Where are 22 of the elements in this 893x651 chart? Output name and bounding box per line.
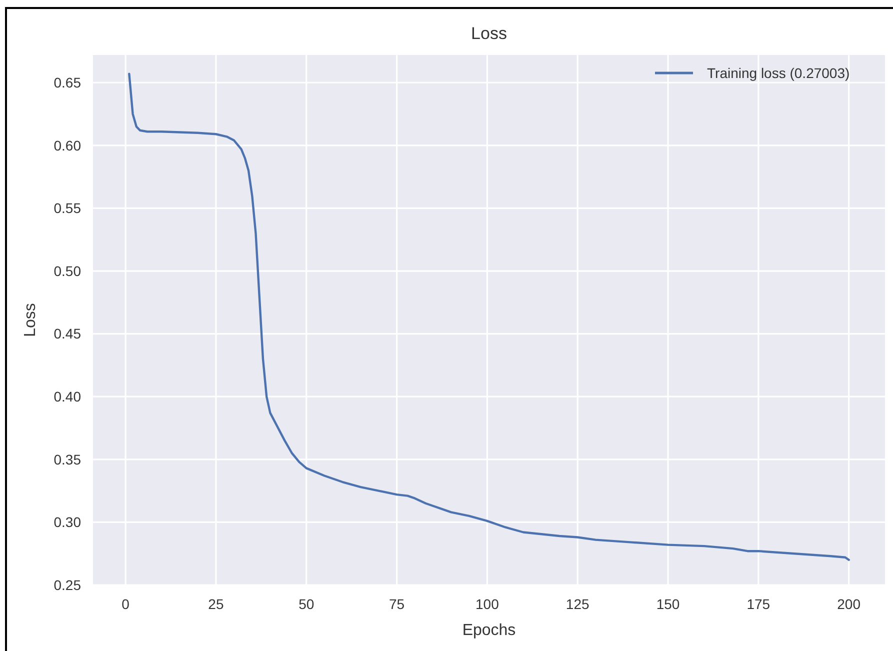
x-tick-label: 0 bbox=[122, 596, 130, 612]
x-tick-label: 150 bbox=[656, 596, 680, 612]
y-tick-label: 0.40 bbox=[54, 388, 82, 405]
x-tick-label: 100 bbox=[476, 596, 500, 612]
y-tick-label: 0.65 bbox=[54, 74, 82, 91]
x-tick-label: 25 bbox=[208, 596, 224, 612]
y-tick-label: 0.25 bbox=[54, 576, 82, 593]
y-tick-label: 0.30 bbox=[54, 514, 82, 530]
y-tick-label: 0.35 bbox=[54, 451, 82, 468]
x-tick-label: 50 bbox=[298, 596, 314, 612]
x-axis-title: Epochs bbox=[462, 622, 516, 639]
y-axis-title: Loss bbox=[22, 303, 39, 337]
chart-title: Loss bbox=[471, 24, 507, 43]
y-tick-label: 0.55 bbox=[54, 200, 82, 216]
legend-label: Training loss (0.27003) bbox=[707, 64, 850, 81]
y-tick-label: 0.60 bbox=[54, 137, 82, 154]
y-tick-label: 0.50 bbox=[54, 262, 82, 279]
x-tick-label: 175 bbox=[746, 596, 770, 612]
x-tick-label: 125 bbox=[566, 596, 590, 612]
x-tick-label: 75 bbox=[388, 596, 405, 612]
y-tick-label: 0.45 bbox=[54, 326, 82, 342]
x-tick-label: 200 bbox=[837, 596, 861, 612]
